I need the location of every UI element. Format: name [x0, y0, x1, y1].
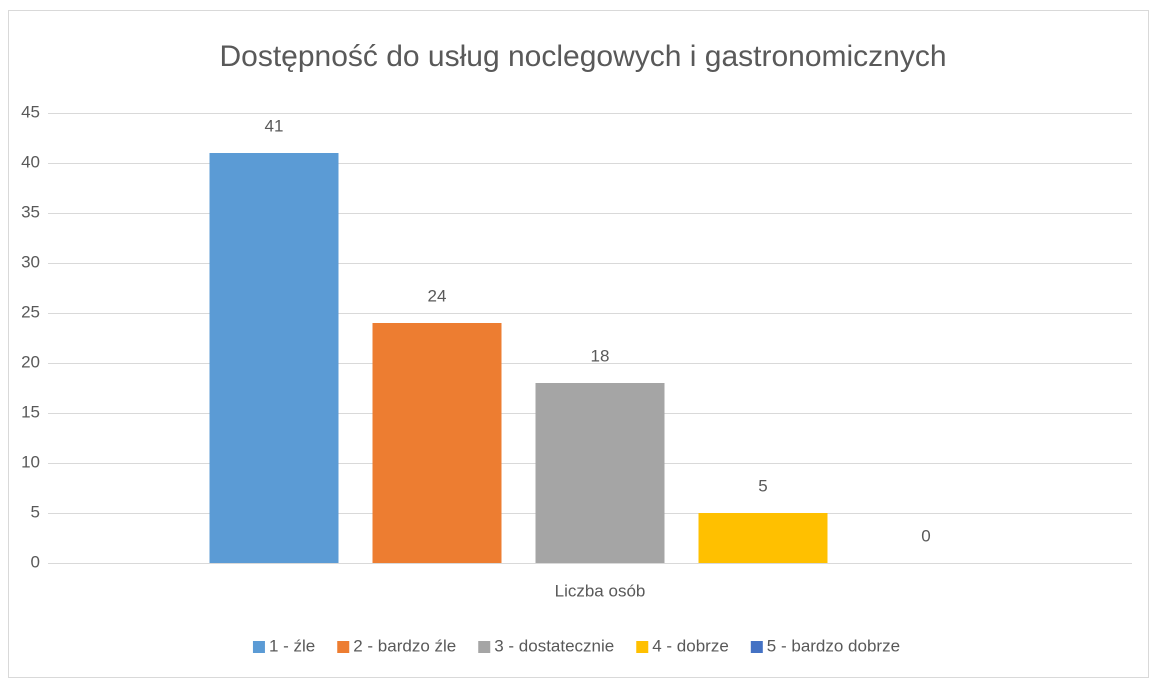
- legend-swatch: [337, 641, 350, 653]
- legend-label: 3 - dostatecznie: [494, 636, 614, 655]
- bar: [372, 323, 502, 563]
- bar: [698, 513, 828, 563]
- y-tick-label: 0: [31, 552, 40, 571]
- chart-border: [8, 10, 1149, 678]
- y-tick-label: 40: [21, 152, 40, 171]
- legend-swatch: [252, 641, 265, 653]
- legend-label: 1 - źle: [269, 636, 315, 655]
- y-tick-label: 20: [21, 352, 40, 371]
- data-label: 0: [921, 526, 930, 545]
- chart-title: Dostępność do usług noclegowych i gastro…: [219, 40, 946, 73]
- y-tick-label: 10: [21, 452, 40, 471]
- legend-swatch: [478, 641, 491, 653]
- y-tick-label: 15: [21, 402, 40, 421]
- y-tick-label: 35: [21, 202, 40, 221]
- bar: [209, 153, 339, 563]
- y-tick-label: 30: [21, 252, 40, 271]
- bar: [535, 383, 665, 563]
- data-label: 18: [591, 346, 610, 365]
- data-label: 5: [758, 476, 767, 495]
- legend-label: 2 - bardzo źle: [353, 636, 456, 655]
- legend-label: 5 - bardzo dobrze: [767, 636, 900, 655]
- y-tick-label: 25: [21, 302, 40, 321]
- y-tick-label: 5: [31, 502, 40, 521]
- x-tick-label: Liczba osób: [555, 581, 646, 600]
- legend-swatch: [636, 641, 649, 653]
- y-tick-label: 45: [21, 102, 40, 121]
- legend-swatch: [750, 641, 763, 653]
- data-label: 41: [265, 116, 284, 135]
- legend-label: 4 - dobrze: [652, 636, 729, 655]
- data-label: 24: [428, 286, 447, 305]
